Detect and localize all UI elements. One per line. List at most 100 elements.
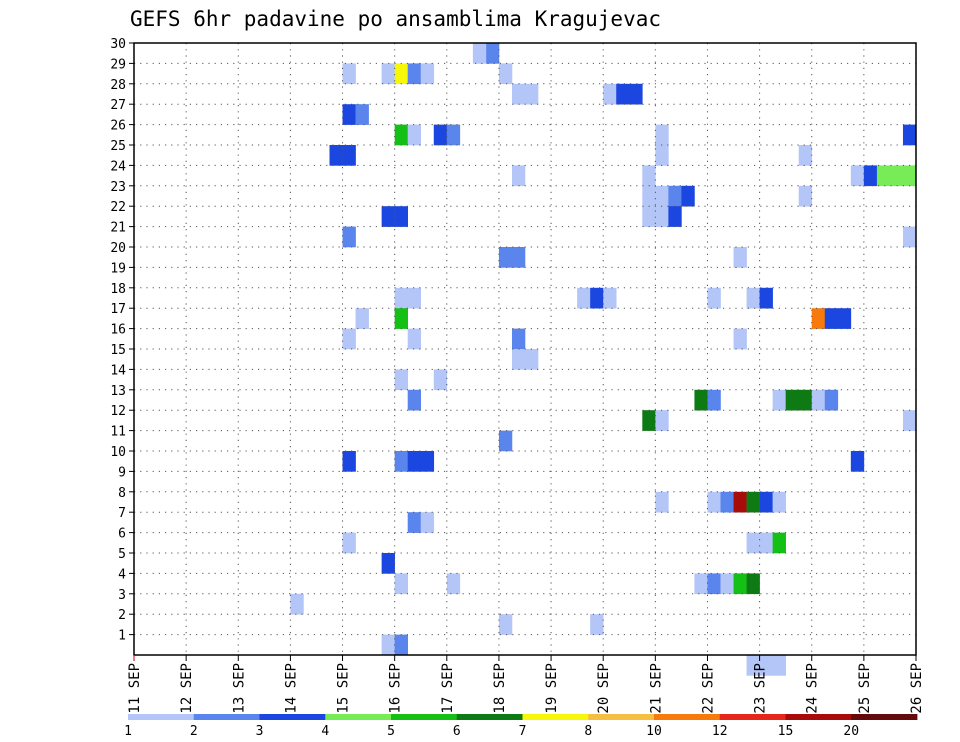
precip-cell (433, 124, 448, 146)
precip-cell (785, 389, 799, 411)
legend-swatch (128, 714, 195, 720)
precip-cell (342, 63, 356, 85)
x-tick-label: 22 SEP (700, 663, 716, 714)
legend-swatch (325, 714, 392, 720)
precip-cell (381, 63, 395, 85)
precip-cell (707, 287, 721, 309)
precip-cell (902, 165, 917, 187)
precip-cell (772, 491, 786, 513)
legend-level-label: 3 (256, 724, 264, 739)
legend-swatch (588, 714, 655, 720)
precip-cell (655, 145, 669, 166)
precip-cell (603, 83, 617, 105)
precip-cell (746, 491, 760, 513)
y-tick-label: 27 (110, 98, 126, 113)
precip-cell (511, 349, 526, 370)
legend-level-label: 20 (843, 724, 859, 739)
precip-cell (394, 308, 408, 329)
precip-cell (733, 247, 747, 268)
precip-cell (290, 593, 304, 615)
precip-cell (420, 63, 435, 85)
precip-cell (759, 287, 773, 309)
precip-cell (407, 451, 422, 472)
y-tick-label: 1 (118, 629, 126, 644)
y-tick-label: 25 (110, 139, 126, 154)
precip-cell (811, 389, 826, 411)
precip-cell (394, 206, 408, 227)
precip-cell (772, 655, 786, 676)
precip-cell (707, 491, 721, 513)
precip-cell (485, 43, 500, 64)
precip-cell (655, 410, 669, 431)
y-tick-label: 22 (110, 200, 126, 215)
y-tick-label: 10 (110, 445, 126, 460)
precip-cell (329, 145, 343, 166)
precip-cell (902, 124, 917, 146)
precip-cell (746, 655, 760, 676)
x-tick-label: 24 SEP (805, 663, 821, 714)
legend-level-label: 8 (584, 724, 592, 739)
y-tick-label: 4 (118, 567, 126, 582)
precip-cell (902, 410, 917, 431)
precip-cell (394, 369, 408, 391)
precip-cell (655, 124, 669, 146)
y-tick-label: 24 (110, 159, 126, 174)
precip-cell (616, 83, 630, 105)
precip-cell (746, 532, 760, 554)
plot-grid (134, 43, 916, 655)
y-tick-label: 21 (110, 221, 126, 236)
precip-cell (394, 124, 408, 146)
legend-swatch (785, 714, 852, 720)
precip-cell (720, 573, 734, 595)
x-tick-label: 11 SEP (127, 663, 143, 714)
precip-cell (694, 389, 708, 411)
precip-cell (642, 165, 656, 187)
precip-cell (837, 308, 852, 329)
y-tick-label: 9 (118, 465, 126, 480)
precip-cell (746, 573, 760, 595)
precip-cell (420, 451, 435, 472)
x-tick-label: 15 SEP (336, 663, 352, 714)
y-tick-label: 17 (110, 302, 126, 317)
precip-cell (590, 287, 604, 309)
y-tick-label: 11 (110, 425, 126, 440)
precip-cell (655, 206, 669, 227)
precip-cell (407, 512, 422, 533)
precip-cell (407, 389, 422, 411)
y-tick-label: 14 (110, 363, 126, 378)
precip-cell (876, 165, 891, 187)
precip-cell (446, 124, 461, 146)
y-tick-label: 5 (118, 547, 126, 562)
y-tick-label: 13 (110, 384, 126, 399)
x-tick-label: 18 SEP (492, 663, 508, 714)
x-tick-label: 12 SEP (179, 663, 195, 714)
precip-cell (394, 573, 408, 595)
legend-swatch (193, 714, 260, 720)
precip-cell (863, 165, 878, 187)
y-tick-label: 18 (110, 282, 126, 297)
precip-cell (381, 634, 395, 656)
precip-cell (511, 247, 526, 268)
color-legend: 1 2 3 4 5 6 7 8 10 12 15 20 (124, 714, 918, 739)
precip-cell (342, 145, 356, 166)
precip-cell (772, 389, 786, 411)
legend-swatch (654, 714, 721, 720)
precip-cell (525, 83, 539, 105)
precip-cell (759, 491, 773, 513)
precip-cell (668, 185, 682, 207)
y-tick-label: 6 (118, 527, 126, 542)
precip-cell (889, 165, 904, 187)
precip-cell (355, 104, 369, 125)
y-tick-label: 26 (110, 119, 126, 134)
legend-swatch (259, 714, 326, 720)
precip-cell (694, 573, 708, 595)
legend-swatch (719, 714, 786, 720)
y-tick-label: 2 (118, 608, 126, 623)
precip-cell (342, 451, 356, 472)
precip-cell (642, 185, 656, 207)
y-tick-label: 16 (110, 323, 126, 338)
chart-title: GEFS 6hr padavine po ansamblima Kragujev… (130, 7, 661, 31)
x-tick-label: 16 SEP (388, 663, 404, 714)
precip-cell (407, 328, 422, 350)
legend-swatch (456, 714, 523, 720)
